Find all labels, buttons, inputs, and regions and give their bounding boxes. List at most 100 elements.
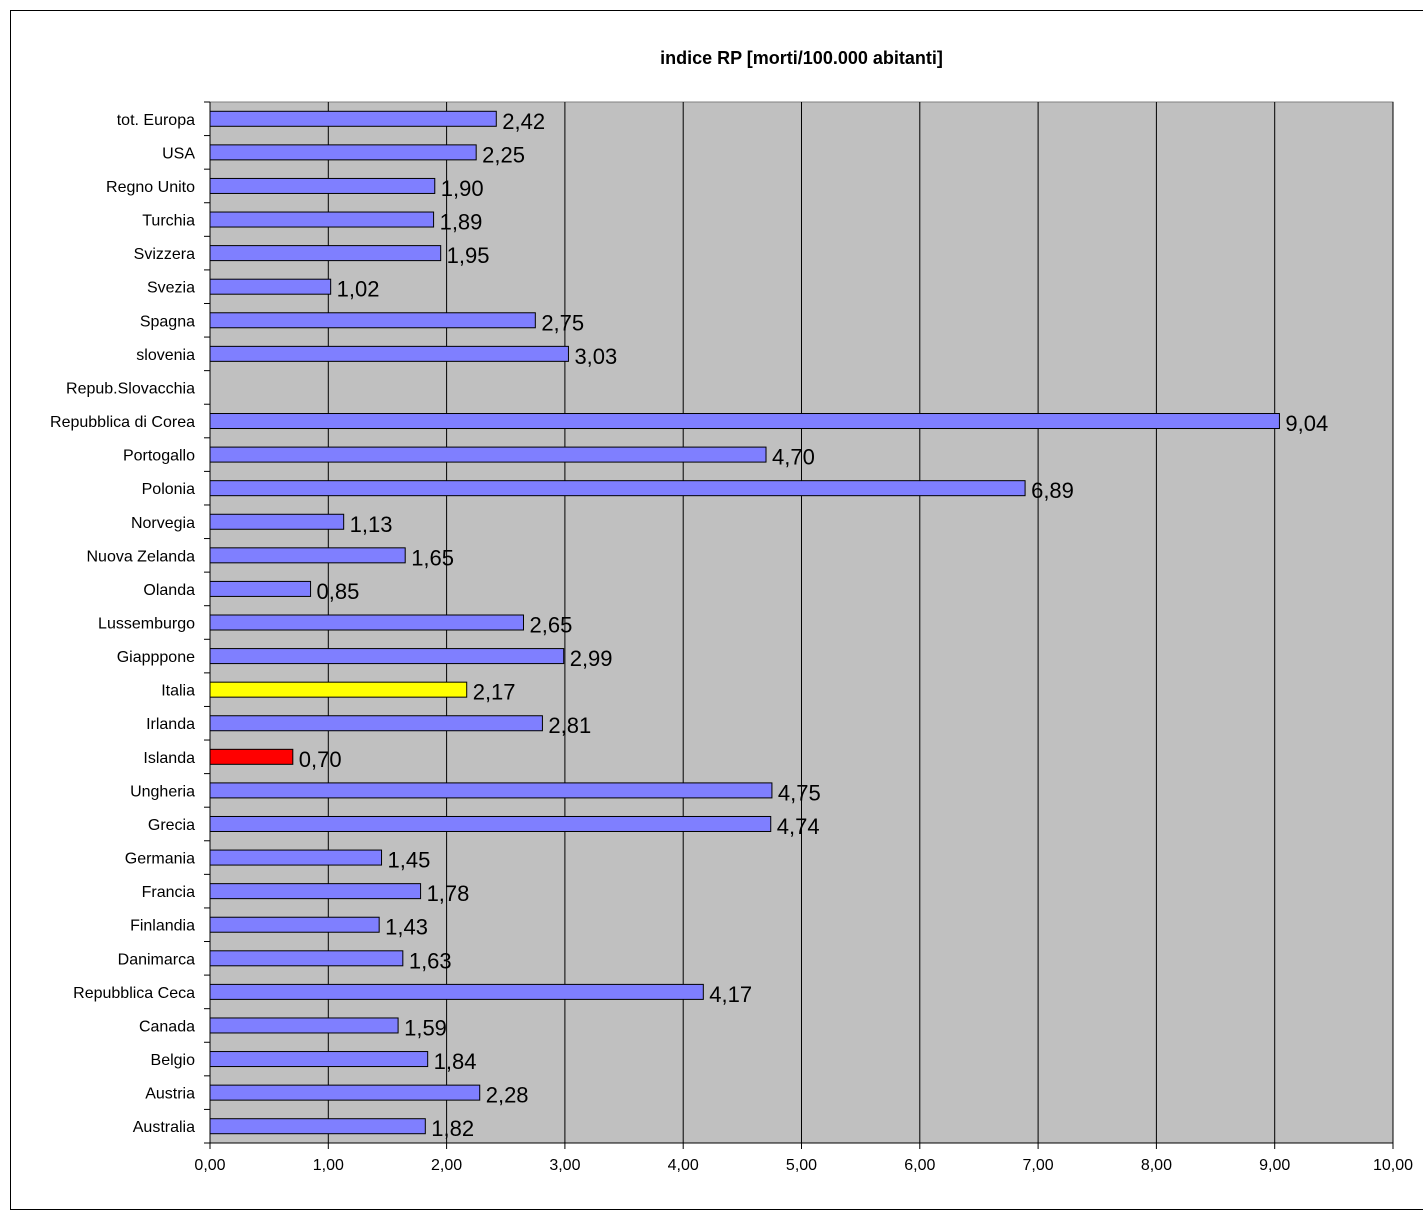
category-label: Spagna bbox=[140, 313, 195, 330]
data-label: 2,75 bbox=[541, 310, 584, 335]
data-label: 1,63 bbox=[409, 948, 452, 973]
category-label: Irlanda bbox=[146, 716, 195, 733]
category-label: tot. Europa bbox=[117, 112, 195, 129]
bar bbox=[209, 782, 773, 799]
data-label: 4,70 bbox=[772, 445, 815, 470]
bar bbox=[209, 648, 565, 665]
x-tick-label: 10,00 bbox=[1373, 1157, 1413, 1174]
bar bbox=[209, 1051, 429, 1068]
bar bbox=[209, 580, 312, 597]
category-label: Svizzera bbox=[134, 246, 195, 263]
category-label: Turchia bbox=[142, 213, 195, 230]
data-label: 2,99 bbox=[570, 646, 613, 671]
x-tick-label: 0,00 bbox=[194, 1157, 225, 1174]
data-label: 1,90 bbox=[441, 176, 484, 201]
data-label: 2,17 bbox=[473, 680, 516, 705]
x-tick-label: 5,00 bbox=[786, 1157, 817, 1174]
category-label: Finlandia bbox=[130, 918, 195, 935]
bar bbox=[209, 815, 772, 832]
category-label: Nuova Zelanda bbox=[86, 548, 195, 565]
x-tick-label: 1,00 bbox=[313, 1157, 344, 1174]
data-label: 2,42 bbox=[502, 109, 545, 134]
data-label: 2,65 bbox=[529, 613, 572, 638]
category-label: Portogallo bbox=[123, 448, 195, 465]
category-label: Grecia bbox=[148, 817, 195, 834]
data-label: 1,95 bbox=[447, 243, 490, 268]
category-label: Giapppone bbox=[117, 649, 195, 666]
data-label: 9,04 bbox=[1285, 411, 1328, 436]
category-label: slovenia bbox=[136, 347, 195, 364]
chart-title: indice RP [morti/100.000 abitanti] bbox=[660, 48, 943, 68]
bar bbox=[209, 1084, 481, 1101]
category-label: USA bbox=[162, 145, 195, 162]
bar bbox=[209, 614, 524, 631]
category-label: Repubblica di Corea bbox=[50, 414, 195, 431]
data-label: 4,75 bbox=[778, 780, 821, 805]
data-label: 2,81 bbox=[548, 713, 591, 738]
x-tick-label: 8,00 bbox=[1141, 1157, 1172, 1174]
category-label: Francia bbox=[142, 884, 195, 901]
data-label: 4,74 bbox=[777, 814, 820, 839]
bar bbox=[209, 547, 406, 564]
bar bbox=[209, 211, 435, 228]
data-label: 6,89 bbox=[1031, 478, 1074, 503]
category-label: Belgio bbox=[151, 1052, 196, 1069]
category-label: Svezia bbox=[147, 280, 195, 297]
category-label: Canada bbox=[139, 1018, 195, 1035]
bar bbox=[209, 1118, 426, 1135]
category-label: Polonia bbox=[142, 481, 195, 498]
data-label: 1,89 bbox=[440, 210, 483, 235]
category-label: Regno Unito bbox=[106, 179, 195, 196]
data-label: 1,84 bbox=[434, 1049, 477, 1074]
bar bbox=[209, 446, 767, 463]
x-tick-label: 9,00 bbox=[1259, 1157, 1290, 1174]
data-label: 3,03 bbox=[574, 344, 617, 369]
bar bbox=[209, 245, 442, 262]
data-label: 1,43 bbox=[385, 915, 428, 940]
bar bbox=[209, 413, 1280, 430]
category-label: Ungheria bbox=[130, 783, 195, 800]
bar bbox=[209, 950, 404, 967]
category-label: Austria bbox=[145, 1086, 195, 1103]
category-label: Olanda bbox=[143, 582, 195, 599]
bar bbox=[209, 1017, 399, 1034]
bar bbox=[209, 345, 569, 362]
x-tick-label: 3,00 bbox=[549, 1157, 580, 1174]
x-tick-label: 4,00 bbox=[668, 1157, 699, 1174]
data-label: 0,70 bbox=[299, 747, 342, 772]
bar bbox=[209, 883, 422, 900]
category-label: Australia bbox=[133, 1119, 195, 1136]
data-label: 1,45 bbox=[388, 848, 431, 873]
category-label: Germania bbox=[125, 851, 195, 868]
category-label: Repubblica Ceca bbox=[73, 985, 195, 1002]
data-label: 1,13 bbox=[350, 512, 393, 537]
x-tick-label: 6,00 bbox=[904, 1157, 935, 1174]
data-label: 1,59 bbox=[404, 1015, 447, 1040]
category-label: Norvegia bbox=[131, 515, 195, 532]
x-tick-label: 2,00 bbox=[431, 1157, 462, 1174]
data-label: 1,65 bbox=[411, 545, 454, 570]
bar bbox=[209, 983, 704, 1000]
bar bbox=[209, 513, 345, 530]
bar bbox=[209, 144, 477, 161]
data-label: 1,78 bbox=[427, 881, 470, 906]
bar bbox=[209, 110, 497, 127]
bar bbox=[209, 480, 1026, 497]
bar bbox=[209, 715, 543, 732]
data-label: 4,17 bbox=[709, 982, 752, 1007]
data-label: 2,25 bbox=[482, 142, 525, 167]
data-label: 2,28 bbox=[486, 1083, 529, 1108]
data-label: 0,85 bbox=[317, 579, 360, 604]
bar bbox=[209, 849, 383, 866]
bar bbox=[209, 177, 436, 194]
bar bbox=[209, 916, 380, 933]
bar bbox=[209, 312, 536, 329]
bar bbox=[209, 748, 294, 765]
bar bbox=[209, 278, 332, 295]
bar bbox=[209, 681, 468, 698]
data-label: 1,82 bbox=[431, 1116, 474, 1141]
category-label: Lussemburgo bbox=[98, 616, 195, 633]
x-tick-label: 7,00 bbox=[1023, 1157, 1054, 1174]
category-label: Repub.Slovacchia bbox=[66, 380, 195, 397]
